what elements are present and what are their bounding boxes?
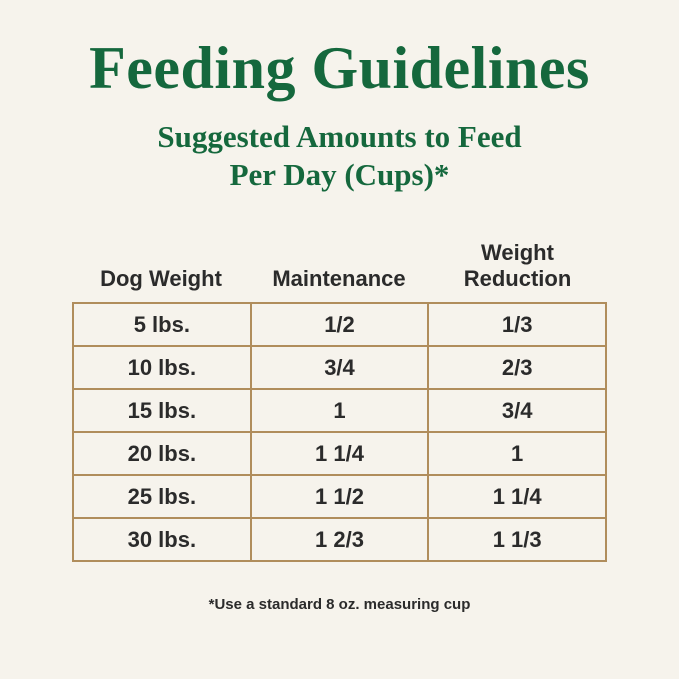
weight-reduction-cell: 3/4 [427,388,607,433]
footnote: *Use a standard 8 oz. measuring cup [208,596,471,613]
maintenance-cell: 1/2 [249,302,430,347]
table-row: 10 lbs. 3/4 2/3 [72,345,607,390]
table-row: 30 lbs. 1 2/3 1 1/3 [72,517,607,562]
dog-weight-cell: 5 lbs. [72,302,252,347]
table-column-headers: Dog Weight Maintenance Weight Reduction [72,240,607,292]
weight-reduction-cell: 1/3 [427,302,607,347]
maintenance-cell: 1 [249,388,430,433]
dog-weight-cell: 30 lbs. [72,517,252,562]
weight-reduction-cell: 2/3 [427,345,607,390]
weight-reduction-cell: 1 1/4 [427,474,607,519]
weight-reduction-cell: 1 [427,431,607,476]
feeding-table: 5 lbs. 1/2 1/3 10 lbs. 3/4 2/3 15 lbs. 1… [72,302,607,562]
maintenance-cell: 1 2/3 [249,517,430,562]
dog-weight-cell: 25 lbs. [72,474,252,519]
table-row: 15 lbs. 1 3/4 [72,388,607,433]
column-header-dog-weight: Dog Weight [100,266,222,291]
maintenance-cell: 3/4 [249,345,430,390]
maintenance-cell: 1 1/4 [249,431,430,476]
dog-weight-cell: 10 lbs. [72,345,252,390]
weight-reduction-cell: 1 1/3 [427,517,607,562]
page-title: Feeding Guidelines [89,35,590,101]
table-row: 25 lbs. 1 1/2 1 1/4 [72,474,607,519]
dog-weight-cell: 15 lbs. [72,388,252,433]
maintenance-cell: 1 1/2 [249,474,430,519]
subtitle-line-2: Per Day (Cups)* [229,157,450,192]
page-subtitle: Suggested Amounts to Feed Per Day (Cups)… [0,118,679,194]
column-header-maintenance: Maintenance [272,266,406,291]
table-row: 20 lbs. 1 1/4 1 [72,431,607,476]
subtitle-line-1: Suggested Amounts to Feed [157,119,522,154]
dog-weight-cell: 20 lbs. [72,431,252,476]
feeding-table-section: Dog Weight Maintenance Weight Reduction … [72,240,607,562]
table-row: 5 lbs. 1/2 1/3 [72,302,607,347]
column-header-weight-reduction: Weight Reduction [463,240,572,291]
